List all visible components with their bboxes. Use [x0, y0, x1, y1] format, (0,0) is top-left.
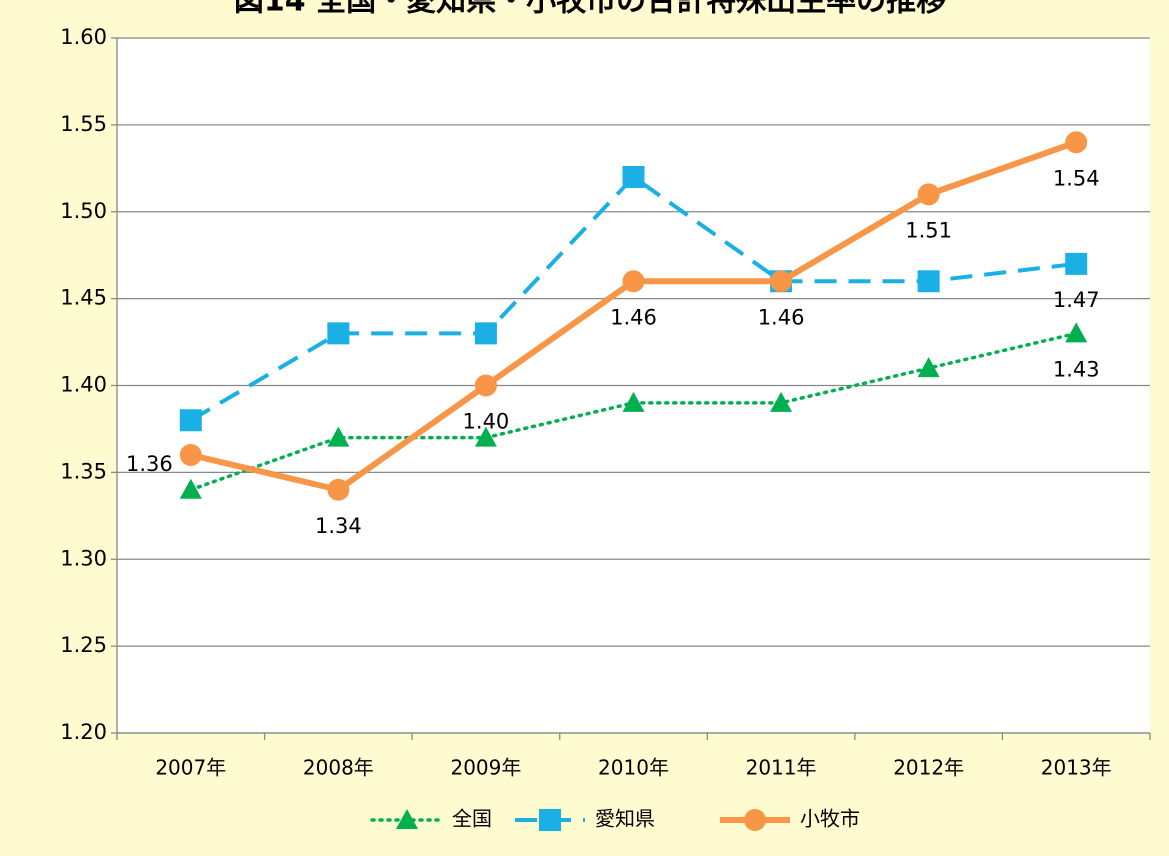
marker [179, 478, 202, 499]
y-tick-label: 1.35 [60, 459, 107, 483]
legend-marker [539, 809, 561, 831]
data-label: 1.51 [905, 218, 952, 242]
marker [327, 478, 350, 501]
legend-label: 小牧市 [800, 807, 860, 831]
data-label: 1.46 [758, 305, 805, 329]
marker [474, 426, 497, 447]
marker [327, 426, 350, 447]
marker [179, 409, 202, 432]
x-tick-label: 2009年 [450, 756, 521, 780]
data-label: 1.36 [126, 452, 173, 476]
y-tick-label: 1.55 [60, 112, 107, 136]
legend-marker [744, 809, 766, 831]
marker [622, 166, 645, 188]
legend-label: 全国 [452, 807, 492, 831]
x-tick-label: 2013年 [1041, 756, 1112, 780]
marker [1065, 252, 1088, 275]
data-label: 1.40 [463, 410, 510, 434]
y-tick-label: 1.40 [60, 373, 107, 397]
y-tick-label: 1.30 [60, 546, 107, 570]
y-tick-label: 1.20 [60, 720, 107, 744]
marker [917, 357, 940, 378]
x-tick-label: 2011年 [746, 756, 817, 780]
marker [327, 322, 350, 345]
marker [622, 391, 645, 412]
data-label: 1.47 [1053, 288, 1100, 312]
y-tick-label: 1.45 [60, 286, 107, 310]
legend-marker [396, 809, 418, 829]
y-tick-label: 1.50 [60, 199, 107, 223]
marker [474, 374, 497, 397]
data-label: 1.43 [1053, 357, 1100, 381]
x-tick-label: 2012年 [893, 756, 964, 780]
marker [1065, 131, 1088, 154]
data-label: 1.54 [1053, 166, 1100, 190]
marker [917, 183, 940, 206]
marker [622, 270, 645, 293]
y-tick-label: 1.60 [60, 25, 107, 49]
marker [474, 322, 497, 345]
x-tick-label: 2010年 [598, 756, 669, 780]
marker [1065, 322, 1088, 343]
marker [770, 391, 793, 412]
data-label: 1.46 [610, 305, 657, 329]
marker [179, 444, 202, 466]
legend-label: 愛知県 [595, 807, 655, 831]
marker [770, 270, 793, 293]
x-tick-label: 2007年 [155, 756, 226, 780]
y-tick-label: 1.25 [60, 633, 107, 657]
x-tick-label: 2008年 [303, 756, 374, 780]
chart-title: 図14 全国・愛知県・小牧市の合計特殊出生率の推移 [234, 0, 946, 19]
data-label: 1.34 [315, 514, 362, 538]
marker [917, 270, 940, 293]
